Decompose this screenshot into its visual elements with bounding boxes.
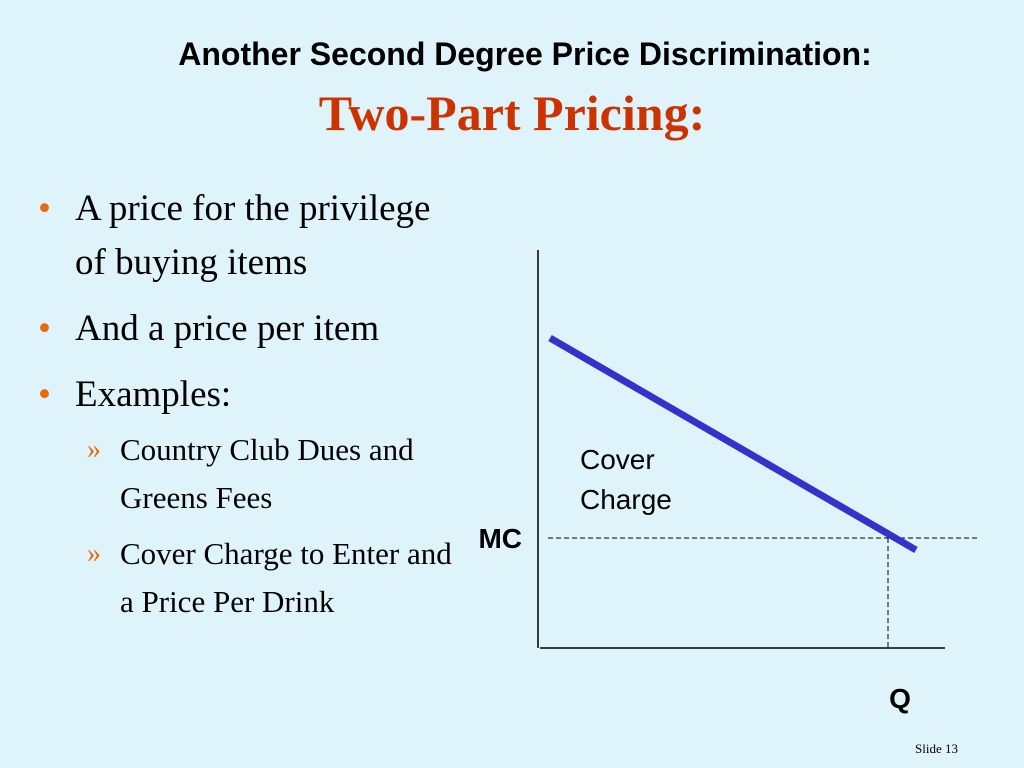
bullet: And a price per item [30, 302, 460, 356]
slide-subtitle: Two-Part Pricing: [318, 85, 706, 141]
sub-bullet-text: Cover Charge to Enter and a Price Per Dr… [120, 536, 452, 619]
bullet: A price for the privilege of buying item… [30, 182, 460, 290]
slide-title: Another Second Degree Price Discriminati… [178, 36, 872, 72]
sub-bullet-list: Country Club Dues and Greens Fees Cover … [75, 426, 460, 626]
quantity-label: Q [889, 683, 911, 714]
bullet: Examples: Country Club Dues and Greens F… [30, 368, 460, 626]
sub-bullet: Cover Charge to Enter and a Price Per Dr… [75, 530, 460, 626]
bullet-list: A price for the privilege of buying item… [30, 182, 460, 638]
demand-curve [548, 334, 918, 554]
bullet-text: Examples: [75, 374, 232, 415]
area-label-box: Cover Charge [580, 444, 672, 515]
sub-bullet: Country Club Dues and Greens Fees [75, 426, 460, 522]
sub-bullet-text: Country Club Dues and Greens Fees [120, 432, 414, 515]
bullet-text: A price for the privilege of buying item… [75, 188, 431, 283]
slide-number: Slide 13 [915, 741, 958, 756]
price-label: MC [478, 523, 522, 554]
area-label: Cover Charge [580, 444, 672, 515]
bullet-text: And a price per item [75, 308, 380, 349]
